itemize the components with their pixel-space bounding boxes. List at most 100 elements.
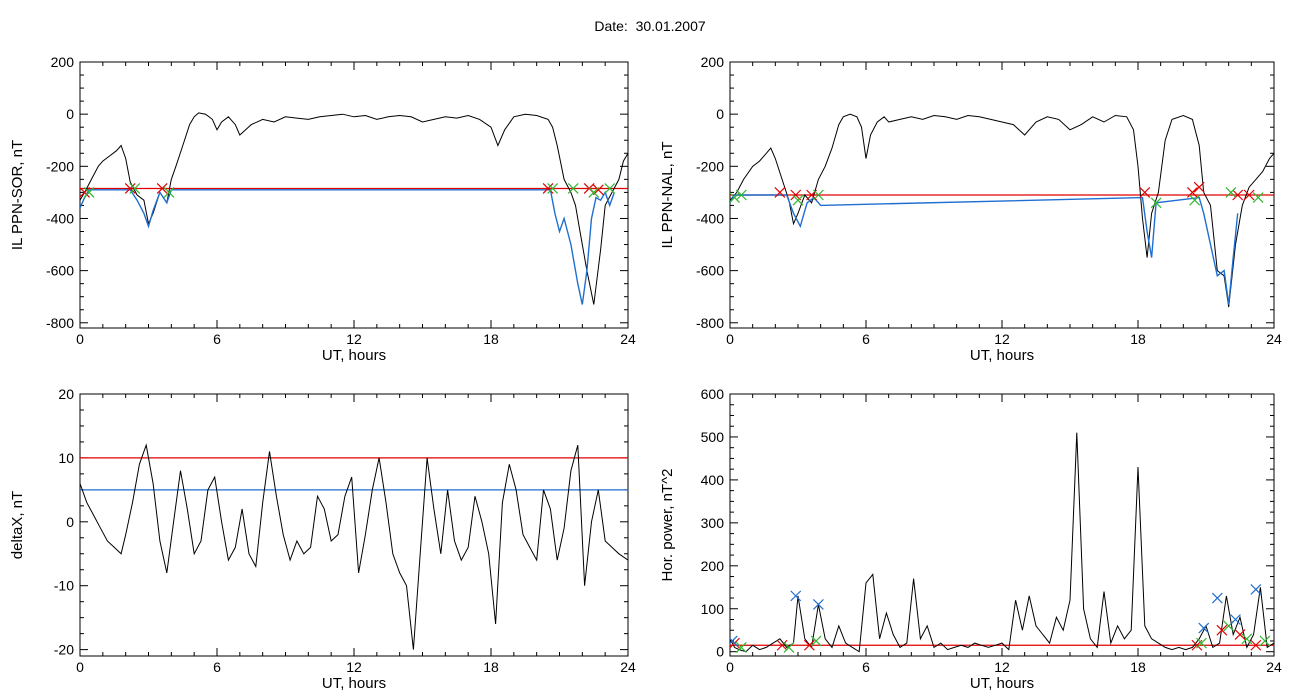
x-tick-label: 24 (1266, 659, 1282, 675)
x-marker (1150, 197, 1162, 209)
y-tick-label: -400 (696, 210, 724, 226)
y-tick-label: -600 (696, 263, 724, 279)
x-marker-stroke (803, 639, 815, 651)
y-axis-label: IL PPN-SOR, nT (9, 140, 26, 250)
y-tick-label: 200 (701, 558, 725, 574)
x-tick-label: 6 (862, 659, 870, 675)
y-tick-label: 400 (701, 472, 725, 488)
x-marker (792, 194, 804, 206)
x-marker-stroke (547, 183, 559, 194)
x-marker-stroke (1139, 186, 1151, 198)
plot-area (730, 113, 1274, 308)
y-tick-label: -600 (46, 263, 74, 279)
y-tick-label: 100 (701, 601, 725, 617)
x-tick-label: 18 (483, 331, 499, 347)
x-marker (1241, 633, 1253, 645)
x-marker (774, 186, 786, 198)
y-tick-label: 0 (66, 514, 74, 530)
x-tick-label: 24 (620, 331, 636, 347)
x-marker (1232, 189, 1244, 201)
y-tick-label: 500 (701, 429, 725, 445)
x-marker-stroke (1186, 186, 1198, 198)
x-marker-stroke (80, 186, 90, 198)
x-marker (1196, 637, 1207, 649)
x-marker-stroke (83, 186, 95, 198)
y-tick-label: 0 (66, 106, 74, 122)
x-tick-label: 24 (1266, 331, 1282, 347)
x-marker-stroke (1243, 189, 1255, 201)
x-marker-stroke (1232, 189, 1244, 201)
x-marker (1230, 614, 1241, 625)
y-tick-label: 20 (58, 386, 74, 402)
x-marker (1250, 584, 1262, 595)
x-tick-label: 12 (994, 659, 1010, 675)
x-marker (1250, 639, 1262, 651)
x-marker (1243, 189, 1255, 201)
x-marker-stroke (774, 186, 786, 198)
x-marker-stroke (1252, 192, 1264, 204)
y-tick-label: 10 (58, 450, 74, 466)
x-marker-stroke (812, 599, 824, 610)
plot-area (80, 112, 628, 305)
plot-area (80, 443, 628, 650)
series-line-1 (80, 112, 628, 305)
x-tick-label: 12 (346, 659, 362, 675)
chart-panel-3: 0 6 12 18 24 -20 -10 0 10 20 UT, hours deltaX, nT (9, 386, 636, 692)
x-tick-label: 0 (76, 659, 84, 675)
x-marker-stroke (156, 183, 168, 194)
x-marker (1216, 624, 1228, 636)
x-marker (812, 599, 824, 610)
figure-title: Date: 30.01.2007 (594, 18, 706, 34)
plot-area (730, 432, 1274, 653)
x-axis-label: UT, hours (322, 347, 386, 364)
x-tick-label: 0 (76, 331, 84, 347)
x-marker-stroke (735, 641, 747, 653)
x-marker (1189, 194, 1201, 206)
x-marker (1198, 622, 1210, 634)
x-marker-stroke (790, 189, 802, 201)
x-marker (1139, 186, 1151, 198)
x-tick-label: 12 (346, 331, 362, 347)
x-marker (124, 183, 136, 194)
x-axis-label: UT, hours (970, 675, 1034, 692)
x-marker-stroke (1241, 633, 1253, 645)
x-marker (547, 183, 559, 194)
y-tick-label: -800 (46, 315, 74, 331)
x-marker-stroke (1198, 622, 1210, 634)
x-marker-stroke (1193, 181, 1205, 193)
x-tick-label: 12 (994, 331, 1010, 347)
x-marker-stroke (1230, 614, 1241, 625)
x-marker-stroke (810, 635, 822, 647)
x-tick-label: 18 (483, 659, 499, 675)
x-marker (1225, 186, 1237, 198)
y-tick-label: -200 (696, 158, 724, 174)
y-tick-label: 200 (51, 54, 75, 70)
x-tick-label: 6 (213, 331, 221, 347)
x-axis-label: UT, hours (970, 347, 1034, 364)
x-marker (1259, 635, 1271, 647)
chart-panel-2: 0 6 12 18 24 -800 -600 -400 -200 0 200 UT, hours IL … (659, 54, 1282, 364)
y-tick-label: 300 (701, 515, 725, 531)
x-marker (542, 183, 554, 194)
x-marker (803, 639, 815, 651)
x-marker-stroke (1196, 637, 1207, 649)
x-marker (156, 183, 168, 194)
y-tick-label: 200 (701, 54, 725, 70)
y-axis-label: deltaX, nT (9, 491, 26, 559)
x-marker (730, 635, 738, 647)
y-tick-label: -800 (696, 315, 724, 331)
series-line-1 (80, 443, 628, 650)
x-marker-stroke (735, 189, 747, 201)
x-marker (812, 189, 824, 201)
x-marker (1193, 181, 1205, 193)
x-marker-stroke (567, 183, 579, 194)
x-marker-stroke (790, 590, 802, 602)
x-marker (80, 186, 90, 198)
x-marker (1252, 192, 1264, 204)
y-axis-label: IL PPN-NAL, nT (659, 142, 676, 249)
x-tick-label: 6 (862, 331, 870, 347)
x-marker-stroke (812, 189, 824, 201)
x-marker-stroke (1250, 584, 1262, 595)
x-tick-label: 6 (213, 659, 221, 675)
x-marker (735, 189, 747, 201)
